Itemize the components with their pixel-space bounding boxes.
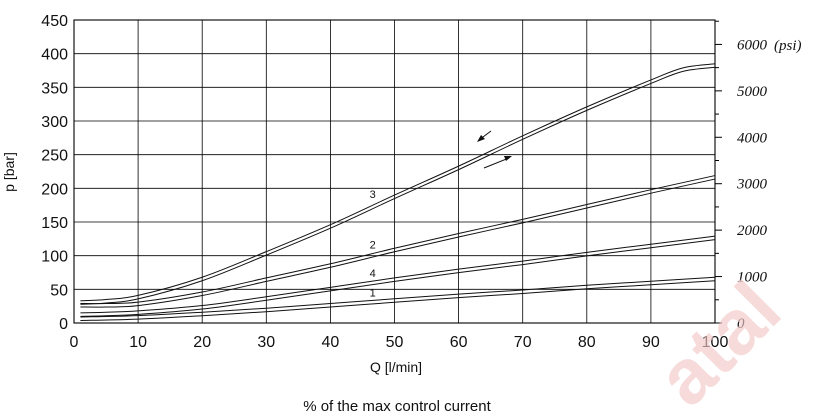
x-tick-label: 90 xyxy=(642,334,660,351)
secondary-axis-unit: (psi) xyxy=(774,38,802,54)
x-axis-label: Q [l/min] xyxy=(370,359,422,375)
arrow-decreasing-icon xyxy=(477,130,492,142)
series-line-3-increasing xyxy=(80,66,716,305)
y-tick-label: 50 xyxy=(50,282,68,299)
x-tick-label: 40 xyxy=(322,334,340,351)
y-tick-label: 200 xyxy=(41,181,68,198)
arrow-increasing-icon xyxy=(483,156,512,169)
y-axis-label: p [bar] xyxy=(1,152,17,192)
y-tick-label: 250 xyxy=(41,148,68,165)
x-tick-label: 30 xyxy=(257,334,275,351)
secondary-y-tick-label: 4000 xyxy=(737,130,768,146)
x-tick-label: 0 xyxy=(70,334,79,351)
series-label-1: 1 xyxy=(370,288,376,300)
y-tick-label: 400 xyxy=(41,47,68,64)
series-line-3-decreasing xyxy=(80,63,716,302)
chart-labels: p [bar] Q [l/min] (psi) % of the max con… xyxy=(1,38,802,415)
y-tick-label: 100 xyxy=(41,249,68,266)
x-tick-label: 10 xyxy=(129,334,147,351)
y-tick-label: 450 xyxy=(41,13,68,30)
series-label-2: 2 xyxy=(370,239,376,251)
grid xyxy=(73,19,716,324)
series-label-4: 4 xyxy=(370,268,376,280)
y-tick-label: 350 xyxy=(41,80,68,97)
series-line-4-increasing xyxy=(80,239,716,317)
secondary-y-tick-label: 3000 xyxy=(736,177,768,193)
x-tick-label: 70 xyxy=(514,334,532,351)
y-tick-label: 0 xyxy=(59,316,68,333)
series-line-4-decreasing xyxy=(80,235,716,314)
series-line-1-decreasing xyxy=(80,276,716,318)
x-tick-label: 100 xyxy=(702,334,729,351)
plot-frame xyxy=(73,19,716,324)
x-tick-label: 80 xyxy=(578,334,596,351)
series-line-2-increasing xyxy=(80,178,716,308)
secondary-y-tick-label: 2000 xyxy=(737,223,768,239)
x-tick-label: 60 xyxy=(450,334,468,351)
x-tick-label: 20 xyxy=(193,334,211,351)
y-tick-label: 300 xyxy=(41,114,68,131)
series-label-3: 3 xyxy=(370,189,376,201)
secondary-y-tick-label: 0 xyxy=(737,316,745,332)
series-line-2-decreasing xyxy=(80,175,716,305)
series-lines: 1 4 2 3 xyxy=(80,63,716,321)
series-line-1-increasing xyxy=(80,280,716,321)
secondary-y-tick-label: 1000 xyxy=(737,270,768,286)
secondary-y-tick-label: 6000 xyxy=(737,37,768,53)
secondary-y-tick-label: 5000 xyxy=(737,84,768,100)
y-tick-label: 150 xyxy=(41,215,68,232)
hysteresis-arrows xyxy=(477,130,512,169)
x-tick-label: 50 xyxy=(386,334,404,351)
watermark: atal xyxy=(640,265,797,419)
footer-text: % of the max control current xyxy=(303,398,491,415)
